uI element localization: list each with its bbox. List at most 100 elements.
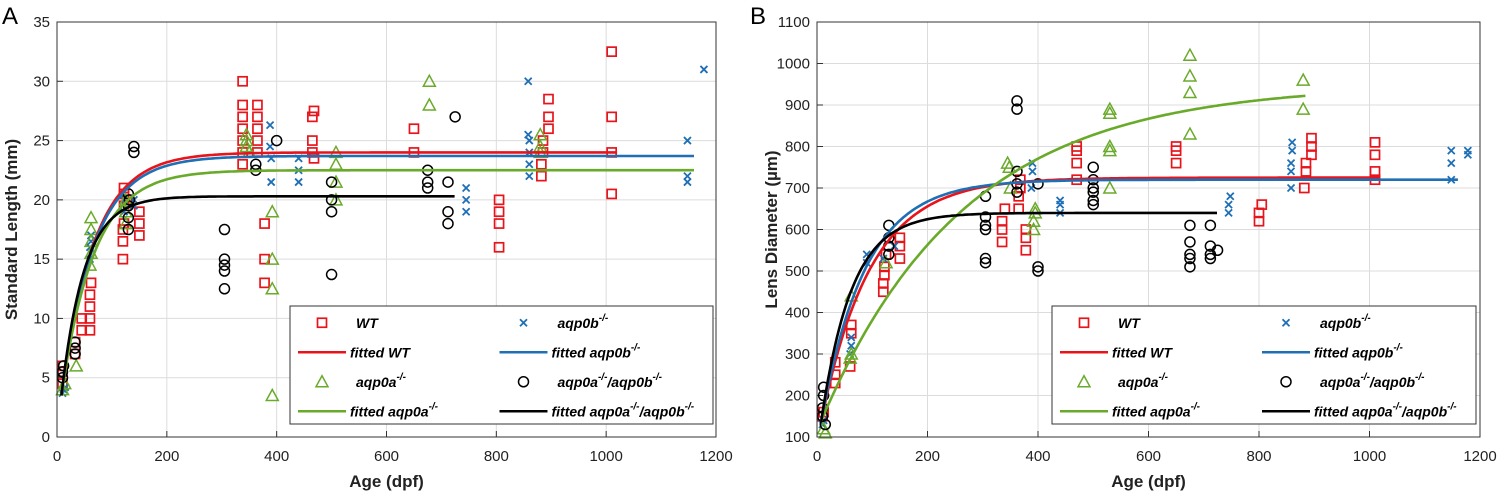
data-point-dko xyxy=(1087,161,1099,173)
data-point-dko xyxy=(1032,261,1044,273)
x-tick-label: 1200 xyxy=(699,448,732,465)
data-point-wt xyxy=(308,105,320,117)
legend-marker-wt xyxy=(316,317,328,329)
data-point-wt xyxy=(894,253,906,264)
data-point-dko xyxy=(979,223,992,236)
x-tick-label: 0 xyxy=(813,448,821,465)
legend-label: aqp0b-/- xyxy=(558,313,609,331)
legend-label: aqp0b-/- xyxy=(1320,313,1371,331)
data-point-dko xyxy=(1032,265,1044,277)
y-tick-label: 800 xyxy=(785,139,810,156)
x-tick-label: 1000 xyxy=(1353,448,1386,465)
data-point-wt xyxy=(493,241,505,253)
chart-panel-b: 0 200 400 600 800 1000 1200 100 200 300 400 500 600 7… xyxy=(762,14,1497,491)
panel-letter-b: B xyxy=(750,3,766,30)
legend-label: fitted WT xyxy=(350,344,411,360)
x-tick-label: 1000 xyxy=(589,448,622,465)
x-tick-label: 200 xyxy=(915,448,940,465)
data-point-aqp0a xyxy=(265,387,280,402)
data-point-wt xyxy=(307,111,318,123)
data-point-wt xyxy=(84,301,96,312)
data-point-dko xyxy=(218,259,231,271)
data-point-aqp0a xyxy=(1102,105,1118,120)
data-point-dko xyxy=(128,146,140,159)
data-point-aqp0a xyxy=(1182,126,1198,140)
x-tick-label: 800 xyxy=(484,448,509,465)
y-tick-label: 300 xyxy=(785,346,810,363)
data-point-aqp0b xyxy=(1224,208,1233,218)
data-point-aqp0a xyxy=(239,133,254,147)
data-point-dko xyxy=(1184,248,1196,261)
data-point-dko xyxy=(1011,186,1023,198)
data-point-dko xyxy=(1011,95,1023,107)
x-tick-label: 400 xyxy=(1025,448,1050,465)
y-tick-label: 20 xyxy=(33,192,50,209)
x-axis-label: Age (dpf) xyxy=(1111,472,1186,491)
y-tick-label: 600 xyxy=(785,222,810,239)
data-point-aqp0a xyxy=(265,251,280,265)
data-point-wt xyxy=(1256,199,1268,210)
data-point-aqp0b xyxy=(1286,183,1296,193)
data-point-wt xyxy=(1071,157,1083,169)
legend-marker-aqp0a xyxy=(1076,374,1092,388)
data-point-wt xyxy=(543,111,554,123)
data-point-aqp0a xyxy=(1102,138,1118,153)
data-point-aqp0a xyxy=(265,204,280,218)
fit-line-aqp0a xyxy=(820,94,1306,421)
data-point-dko xyxy=(123,194,136,206)
data-point-dko xyxy=(1184,261,1196,273)
data-point-aqp0a xyxy=(1295,72,1311,86)
legend-marker-aqp0a xyxy=(314,374,330,388)
data-point-dko xyxy=(442,176,454,188)
y-tick-label: 200 xyxy=(785,388,810,405)
y-tick-label: 700 xyxy=(785,180,810,197)
y-axis-label: Standard Length (mm) xyxy=(2,139,21,320)
data-point-wt xyxy=(894,232,906,244)
y-tick-label: 10 xyxy=(33,310,50,327)
data-point-dko xyxy=(1184,252,1196,265)
data-point-wt xyxy=(308,153,320,164)
axes-frame xyxy=(56,21,717,438)
data-point-wt xyxy=(134,230,145,241)
data-point-wt xyxy=(1170,141,1182,152)
data-point-dko xyxy=(1204,219,1217,232)
legend-marker-dko xyxy=(1280,376,1292,388)
data-point-wt xyxy=(1306,132,1317,144)
data-point-dko xyxy=(128,140,140,153)
data-point-wt xyxy=(606,111,618,123)
data-point-wt xyxy=(408,123,420,135)
data-point-dko xyxy=(218,265,231,277)
data-point-aqp0b xyxy=(1286,158,1296,168)
data-point-aqp0b xyxy=(461,207,471,216)
fit-line-aqp0b xyxy=(820,178,1458,421)
data-point-wt xyxy=(252,111,263,123)
data-point-wt xyxy=(134,218,145,229)
data-point-aqp0b xyxy=(1288,138,1297,147)
data-point-aqp0a xyxy=(1026,221,1041,236)
data-point-wt xyxy=(606,46,618,57)
data-point-dko xyxy=(270,134,283,147)
y-tick-label: 1000 xyxy=(777,56,810,73)
x-axis-label: Age (dpf) xyxy=(349,472,424,491)
data-point-dko xyxy=(325,194,338,206)
legend-label: fitted aqp0a-/-/aqp0b-/- xyxy=(1314,401,1457,419)
x-tick-label: 600 xyxy=(374,448,399,465)
legend-marker-dko xyxy=(517,376,530,388)
data-point-wt xyxy=(117,224,129,235)
data-point-aqp0a xyxy=(842,350,858,364)
data-point-wt xyxy=(237,75,248,87)
data-point-wt xyxy=(307,135,318,146)
data-point-aqp0a xyxy=(1102,143,1118,157)
data-point-aqp0b xyxy=(847,333,856,342)
data-point-wt xyxy=(117,253,129,265)
data-point-aqp0b xyxy=(294,177,303,187)
data-point-wt xyxy=(493,206,505,218)
data-point-wt xyxy=(84,313,96,324)
x-tick-label: 1200 xyxy=(1463,448,1496,465)
data-point-wt xyxy=(85,277,97,289)
legend-label: fitted aqp0a-/-/aqp0b-/- xyxy=(552,401,695,419)
data-point-dko xyxy=(421,182,434,194)
data-point-aqp0b xyxy=(461,183,471,193)
data-point-aqp0a xyxy=(1182,47,1198,61)
